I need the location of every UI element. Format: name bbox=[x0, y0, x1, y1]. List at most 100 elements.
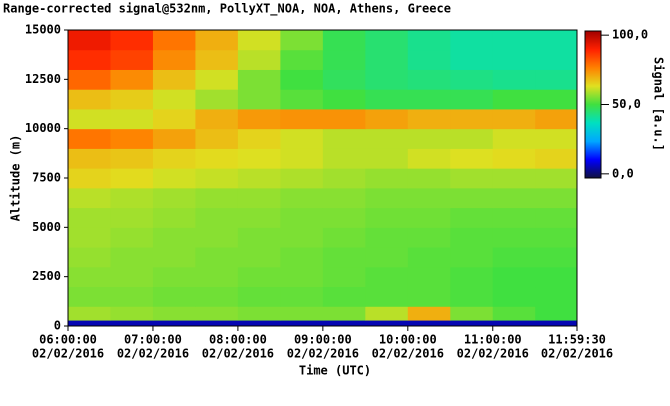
heatmap-cell bbox=[110, 247, 154, 268]
heatmap-cell bbox=[280, 108, 324, 130]
heatmap-cell bbox=[110, 286, 154, 307]
colorbar-step bbox=[585, 56, 601, 58]
heatmap-cell bbox=[322, 49, 366, 70]
heatmap-cell bbox=[152, 108, 196, 130]
heatmap-cell bbox=[110, 128, 154, 149]
colorbar-step bbox=[585, 159, 601, 161]
colorbar-step bbox=[585, 166, 601, 168]
x-tick-date: 02/02/2016 bbox=[287, 347, 359, 361]
y-tick-label: 5000 bbox=[32, 220, 61, 234]
colorbar-step bbox=[585, 129, 601, 131]
colorbar-step bbox=[585, 130, 601, 132]
colorbar-step bbox=[585, 138, 601, 140]
colorbar-step bbox=[585, 87, 601, 89]
colorbar-step bbox=[585, 161, 601, 163]
heatmap-cell bbox=[407, 286, 451, 307]
heatmap-cell bbox=[195, 49, 239, 70]
colorbar-step bbox=[585, 54, 601, 56]
heatmap-cell bbox=[365, 306, 409, 321]
colorbar-step bbox=[585, 39, 601, 41]
heatmap-cell bbox=[152, 49, 196, 70]
heatmap-cell bbox=[110, 306, 154, 321]
colorbar-step bbox=[585, 79, 601, 81]
y-tick-label: 0 bbox=[54, 319, 61, 333]
colorbar-step bbox=[585, 75, 601, 77]
colorbar-step bbox=[585, 88, 601, 90]
heatmap-cell bbox=[407, 108, 451, 130]
y-tick-label: 12500 bbox=[25, 72, 61, 86]
heatmap-cell bbox=[195, 266, 239, 288]
heatmap-cell bbox=[365, 148, 409, 169]
colorbar-step bbox=[585, 64, 601, 66]
heatmap-cell bbox=[535, 320, 578, 327]
heatmap-cell bbox=[280, 306, 324, 321]
heatmap-cell bbox=[535, 49, 578, 70]
heatmap-cell bbox=[450, 49, 494, 70]
colorbar-step bbox=[585, 141, 601, 143]
y-tick-label: 10000 bbox=[25, 121, 61, 135]
y-axis-label: Altitude (m) bbox=[9, 135, 23, 222]
colorbar-tick-label: 0,0 bbox=[612, 166, 634, 180]
colorbar-step bbox=[585, 170, 601, 172]
heatmap-cell bbox=[68, 227, 111, 248]
heatmap-cell bbox=[68, 207, 111, 228]
heatmap-cell bbox=[322, 69, 366, 90]
x-tick-date: 02/02/2016 bbox=[32, 347, 104, 361]
heatmap-cell bbox=[195, 286, 239, 307]
colorbar-step bbox=[585, 169, 601, 171]
heatmap-cell bbox=[492, 286, 536, 307]
heatmap-cell bbox=[152, 148, 196, 169]
colorbar-step bbox=[585, 51, 601, 53]
heatmap-cell bbox=[365, 30, 409, 51]
heatmap-cell bbox=[195, 69, 239, 90]
heatmap-cell bbox=[237, 128, 281, 149]
colorbar-step bbox=[585, 156, 601, 158]
colorbar-step bbox=[585, 164, 601, 166]
colorbar-step bbox=[585, 102, 601, 104]
colorbar-step bbox=[585, 131, 601, 133]
heatmap-cell bbox=[280, 320, 324, 327]
heatmap-cell bbox=[492, 148, 536, 169]
heatmap-cell bbox=[407, 187, 451, 209]
heatmap-cell bbox=[237, 108, 281, 130]
colorbar-step bbox=[585, 55, 601, 57]
colorbar-step bbox=[585, 40, 601, 42]
heatmap-cell bbox=[280, 148, 324, 169]
heatmap-cell bbox=[322, 187, 366, 209]
colorbar-step bbox=[585, 135, 601, 137]
heatmap-cell bbox=[110, 89, 154, 110]
colorbar-step bbox=[585, 118, 601, 120]
heatmap-cell bbox=[237, 89, 281, 110]
colorbar-step bbox=[585, 114, 601, 116]
heatmap-cell bbox=[237, 207, 281, 228]
heatmap-cell bbox=[322, 227, 366, 248]
heatmap-cell bbox=[237, 266, 281, 288]
heatmap-cell bbox=[68, 108, 111, 130]
colorbar-step bbox=[585, 123, 601, 125]
heatmap-cell bbox=[152, 30, 196, 51]
heatmap-cell bbox=[237, 286, 281, 307]
colorbar-step bbox=[585, 139, 601, 141]
colorbar-step bbox=[585, 162, 601, 164]
heatmap-cell bbox=[68, 69, 111, 90]
heatmap-cell bbox=[365, 286, 409, 307]
heatmap-cell bbox=[492, 168, 536, 189]
colorbar-step bbox=[585, 42, 601, 44]
heatmap-cell bbox=[110, 148, 154, 169]
heatmap-cell bbox=[68, 148, 111, 169]
colorbar-step bbox=[585, 70, 601, 72]
heatmap-cell bbox=[407, 69, 451, 90]
colorbar-step bbox=[585, 100, 601, 102]
colorbar-step bbox=[585, 150, 601, 152]
colorbar-step bbox=[585, 58, 601, 60]
heatmap-cell bbox=[195, 168, 239, 189]
heatmap-cell bbox=[322, 207, 366, 228]
heatmap-cell bbox=[280, 30, 324, 51]
heatmap-cell bbox=[280, 247, 324, 268]
colorbar-step bbox=[585, 99, 601, 101]
heatmap-cell bbox=[535, 306, 578, 321]
heatmap-cell bbox=[152, 207, 196, 228]
colorbar-step bbox=[585, 110, 601, 112]
colorbar-step bbox=[585, 49, 601, 51]
